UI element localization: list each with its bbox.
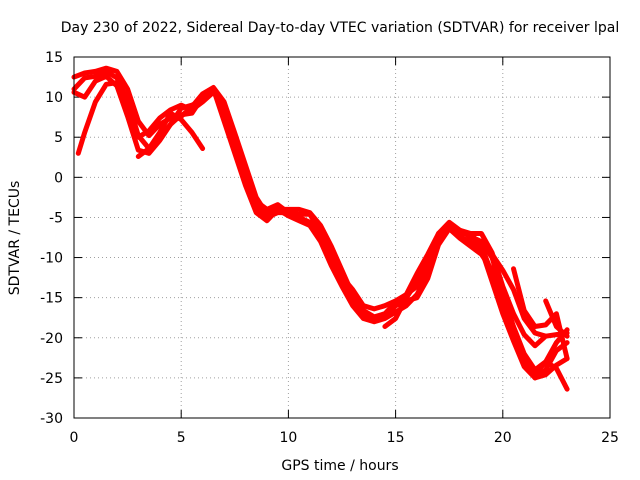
series-line-s9	[543, 298, 570, 339]
data-series	[71, 65, 570, 392]
y-tick-label: -5	[49, 210, 63, 226]
y-tick-label: -30	[40, 411, 63, 427]
x-tick-label: 25	[601, 430, 619, 446]
x-tick-label: 5	[177, 430, 186, 446]
y-axis-label: SDTVAR / TECUs	[7, 181, 23, 296]
series-line-s5	[135, 110, 206, 159]
series-line-s8	[489, 251, 549, 339]
plot-frame	[73, 56, 611, 419]
x-axis-label: GPS time / hours	[281, 458, 398, 474]
series-line-s1	[71, 65, 570, 373]
series-line-s3	[75, 80, 570, 349]
y-tick-label: 15	[45, 50, 63, 66]
grid-lines	[74, 57, 610, 418]
chart-title: Day 230 of 2022, Sidereal Day-to-day VTE…	[61, 20, 619, 36]
x-axis-ticks: 0 5 10 15 20 25	[70, 57, 619, 446]
series-line-s7	[511, 266, 570, 362]
y-tick-label: -10	[40, 251, 63, 267]
y-tick-label: -20	[40, 331, 63, 347]
series-line-s6	[382, 226, 570, 392]
y-tick-label: 0	[54, 170, 63, 186]
y-axis-ticks: -30 -25 -20 -15 -10 -5 0 5 10 15	[40, 50, 610, 427]
y-tick-label: 5	[54, 130, 63, 146]
y-tick-label: -15	[40, 291, 63, 307]
x-tick-label: 0	[70, 430, 79, 446]
x-tick-label: 10	[279, 430, 297, 446]
x-tick-label: 15	[387, 430, 405, 446]
x-tick-label: 20	[494, 430, 512, 446]
y-tick-label: 10	[45, 90, 63, 106]
y-tick-label: -25	[40, 371, 63, 387]
